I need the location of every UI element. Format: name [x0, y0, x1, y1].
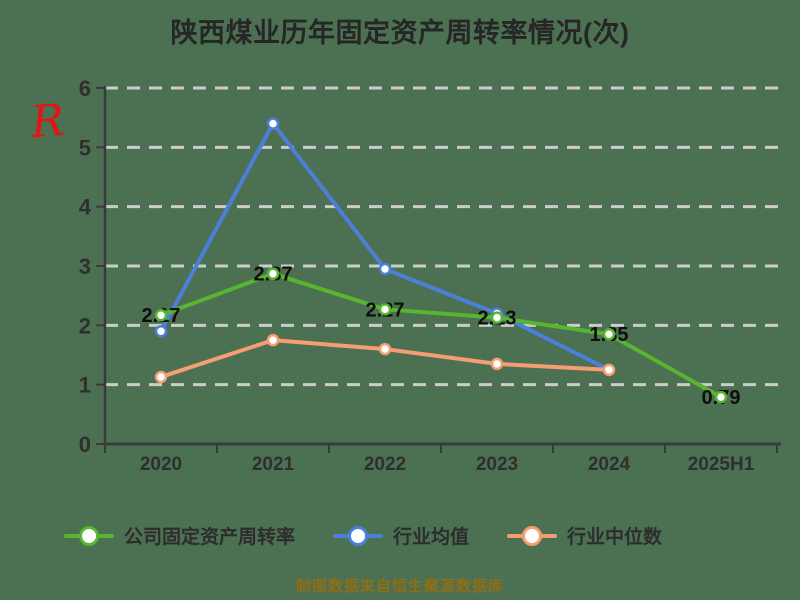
- legend-dot: [79, 525, 99, 546]
- data-point-industry_median[interactable]: [490, 357, 504, 371]
- y-tick-label: 5: [79, 135, 91, 160]
- data-point-company[interactable]: [378, 303, 392, 316]
- data-point-industry_median[interactable]: [266, 333, 280, 347]
- legend-marker-icon: [64, 524, 114, 548]
- x-tick-label: 2024: [588, 454, 631, 475]
- y-tick-label: 6: [79, 76, 91, 101]
- legend-item-company[interactable]: 公司固定资产周转率: [64, 522, 295, 549]
- x-tick-label: 2023: [476, 454, 518, 475]
- data-point-industry_avg[interactable]: [154, 325, 168, 338]
- legend-marker-icon: [507, 524, 558, 548]
- chart-legend: 公司固定资产周转率 行业均值 行业中位数: [64, 522, 662, 549]
- y-tick-label: 1: [79, 373, 91, 398]
- y-tick-label: 2: [79, 313, 91, 338]
- data-point-company[interactable]: [490, 311, 504, 324]
- chart-title: 陕西煤业历年固定资产周转率情况(次): [170, 18, 630, 48]
- data-point-industry_avg[interactable]: [266, 117, 280, 130]
- x-tick-label: 2022: [364, 454, 406, 475]
- series-line-industry_avg: [159, 121, 611, 372]
- legend-item-industry_median[interactable]: 行业中位数: [507, 522, 662, 549]
- legend-marker-icon: [333, 524, 384, 548]
- y-tick-label: 3: [79, 254, 91, 279]
- data-source-note: 制图数据来自恒生聚源数据库: [295, 578, 504, 595]
- legend-dot: [522, 525, 543, 546]
- legend-label: 公司固定资产周转率: [124, 527, 296, 548]
- data-point-industry_median[interactable]: [602, 363, 616, 377]
- data-point-industry_median[interactable]: [154, 370, 168, 384]
- legend-dot: [348, 525, 369, 546]
- data-point-industry_median[interactable]: [378, 342, 392, 356]
- legend-label: 行业中位数: [567, 527, 663, 548]
- legend-item-industry_avg[interactable]: 行业均值: [333, 522, 469, 549]
- series-line-company: [159, 271, 723, 400]
- x-tick-label: 2020: [140, 454, 182, 475]
- x-tick-label: 2025H1: [688, 454, 755, 475]
- y-tick-label: 4: [79, 195, 92, 220]
- legend-label: 行业均值: [393, 527, 470, 548]
- data-point-company[interactable]: [266, 267, 280, 280]
- x-tick-label: 2021: [252, 454, 295, 475]
- data-point-company[interactable]: [154, 308, 168, 322]
- data-point-company[interactable]: [602, 327, 616, 341]
- data-point-company[interactable]: [714, 390, 728, 404]
- data-point-industry_avg[interactable]: [378, 262, 392, 276]
- y-tick-label: 0: [79, 432, 91, 457]
